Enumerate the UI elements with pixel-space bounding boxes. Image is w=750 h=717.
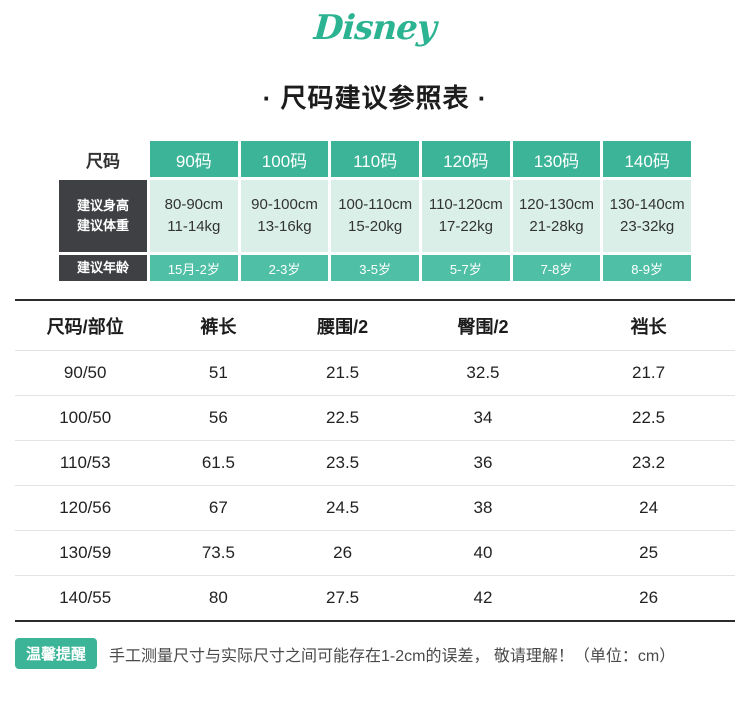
measure-cell: 32.5 <box>466 363 500 382</box>
weight-value: 15-20kg <box>348 218 403 235</box>
measure-cell: 38 <box>473 498 493 517</box>
measure-header-cell: 裆长 <box>630 316 667 337</box>
measure-cell: 21.5 <box>326 363 360 382</box>
height-value: 90-100cm <box>251 196 318 213</box>
age-cell: 7-8岁 <box>512 255 601 281</box>
age-row-label: 建议年龄 <box>59 255 147 281</box>
height-weight-cell: 130-140cm 23-32kg <box>603 180 691 252</box>
table-row: 90/50 51 21.5 32.5 21.7 <box>15 350 735 395</box>
footer-note: 温馨提醒 手工测量尺寸与实际尺寸之间可能存在1-2cm的误差， 敬请理解！（单位… <box>15 638 735 669</box>
measure-cell: 27.5 <box>326 588 360 607</box>
size-column-header: 100码 <box>240 141 329 177</box>
age-cell: 15月-2岁 <box>150 255 238 281</box>
measure-cell: 36 <box>473 453 493 472</box>
age-cell: 3-5岁 <box>331 255 419 281</box>
measure-cell: 67 <box>208 498 228 517</box>
measure-cell: 40 <box>473 543 493 562</box>
measure-cell: 42 <box>473 588 493 607</box>
measure-cell: 21.7 <box>632 363 666 382</box>
height-weight-cell: 110-120cm 17-22kg <box>421 180 510 252</box>
height-value: 130-140cm <box>609 196 685 213</box>
table-row: 110/53 61.5 23.5 36 23.2 <box>15 440 735 485</box>
measure-header-cell: 臀围/2 <box>457 316 509 337</box>
size-table-corner-label: 尺码 <box>59 141 147 177</box>
page-title: · 尺码建议参照表 · <box>262 83 488 113</box>
measure-cell: 23.2 <box>632 453 666 472</box>
size-column-header: 140码 <box>603 141 691 177</box>
size-column-header: 90码 <box>150 141 238 177</box>
table-row: 100/50 56 22.5 34 22.5 <box>15 395 735 440</box>
weight-label: 建议体重 <box>76 218 129 233</box>
weight-value: 21-28kg <box>529 218 584 235</box>
measure-cell: 110/53 <box>59 453 111 472</box>
measurement-header-row: 尺码/部位 裤长 腰围/2 臀围/2 裆长 <box>15 301 735 350</box>
measure-cell: 26 <box>333 543 353 562</box>
measure-cell: 73.5 <box>201 543 235 562</box>
height-label: 建议身高 <box>76 198 129 213</box>
height-weight-cell: 80-90cm 11-14kg <box>150 180 238 252</box>
measure-cell: 24.5 <box>326 498 360 517</box>
measure-header-cell: 裤长 <box>200 316 237 337</box>
measure-cell: 22.5 <box>632 408 666 427</box>
height-value: 80-90cm <box>164 196 223 213</box>
measurement-table: 尺码/部位 裤长 腰围/2 臀围/2 裆长 90/50 51 21.5 32.5… <box>15 299 735 622</box>
measure-cell: 100/50 <box>59 408 112 427</box>
measure-cell: 24 <box>639 498 659 517</box>
height-weight-row-label: 建议身高 建议体重 <box>59 180 147 252</box>
height-weight-cell: 120-130cm 21-28kg <box>512 180 601 252</box>
measure-cell: 22.5 <box>326 408 360 427</box>
measure-cell: 51 <box>208 363 228 382</box>
measure-cell: 130/59 <box>59 543 112 562</box>
logo-row: Disney <box>0 0 750 56</box>
table-row: 120/56 67 24.5 38 24 <box>15 485 735 530</box>
weight-value: 13-16kg <box>257 218 312 235</box>
measure-cell: 56 <box>208 408 228 427</box>
size-column-header: 120码 <box>421 141 510 177</box>
weight-value: 17-22kg <box>438 218 493 235</box>
age-cell: 5-7岁 <box>421 255 510 281</box>
height-value: 120-130cm <box>518 196 595 213</box>
measure-cell: 140/55 <box>59 588 112 607</box>
age-cell: 8-9岁 <box>603 255 691 281</box>
measure-cell: 120/56 <box>59 498 112 517</box>
reminder-badge: 温馨提醒 <box>15 638 98 669</box>
height-weight-cell: 100-110cm 15-20kg <box>331 180 419 252</box>
height-weight-cell: 90-100cm 13-16kg <box>240 180 329 252</box>
size-column-header: 110码 <box>331 141 419 177</box>
disney-logo: Disney <box>312 8 438 48</box>
measure-cell: 90/50 <box>63 363 107 382</box>
measure-header-cell: 尺码/部位 <box>46 316 124 337</box>
measure-header-cell: 腰围/2 <box>317 316 369 337</box>
size-recommendation-table: 尺码 90码 100码 110码 120码 130码 140码 建议身高 建议体… <box>59 141 691 281</box>
age-cell: 2-3岁 <box>240 255 329 281</box>
measure-cell: 61.5 <box>201 453 235 472</box>
measure-cell: 26 <box>639 588 659 607</box>
table-row: 130/59 73.5 26 40 25 <box>15 530 735 575</box>
measure-cell: 80 <box>208 588 228 607</box>
size-column-header: 130码 <box>512 141 601 177</box>
reminder-text: 手工测量尺寸与实际尺寸之间可能存在1-2cm的误差， 敬请理解！（单位：cm） <box>109 647 676 665</box>
weight-value: 11-14kg <box>167 218 221 235</box>
table-row: 140/55 80 27.5 42 26 <box>15 575 735 620</box>
measure-cell: 25 <box>639 543 659 562</box>
measure-cell: 23.5 <box>326 453 360 472</box>
measure-cell: 34 <box>473 408 493 427</box>
height-value: 110-120cm <box>428 196 503 213</box>
weight-value: 23-32kg <box>620 218 675 235</box>
height-value: 100-110cm <box>338 196 413 213</box>
